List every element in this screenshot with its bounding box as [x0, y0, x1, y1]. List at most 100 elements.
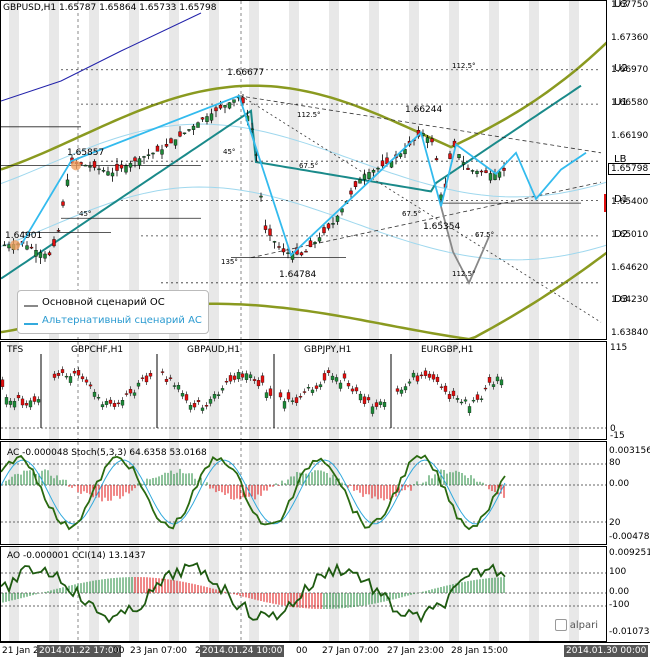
tfs-candle-bear	[124, 393, 129, 395]
session-band	[169, 1, 179, 339]
tfs-candle-bull	[491, 384, 496, 387]
ac-axis-tick: 20	[609, 518, 621, 528]
legend-alt-label: Альтернативный сценарий АС	[42, 315, 202, 326]
tfs-candle-bear	[314, 385, 319, 389]
tfs-candle-bear	[1, 379, 5, 387]
tfs-candle-bull	[378, 401, 383, 405]
angle-label: 45°	[223, 148, 236, 156]
ao-axis-tick: -100	[609, 600, 630, 610]
time-axis[interactable]: 21 Jan 2 2014.01.22 17:00 00 23 Jan 07:0…	[0, 642, 650, 661]
candle-bull	[146, 154, 151, 156]
ac-stoch-pane[interactable]: AC -0.000048 Stoch(5,3,3) 64.6358 53.016…	[0, 441, 607, 545]
candle-bear	[133, 157, 137, 162]
tfs-candle-bear	[164, 379, 169, 382]
session-band	[449, 342, 459, 439]
tfs-candle-bull	[495, 376, 500, 382]
candle-bear	[304, 250, 308, 253]
tfs-candle-bull	[236, 372, 241, 380]
tfs-candle-bull	[330, 375, 335, 380]
tfs-candle-bear	[451, 390, 456, 396]
angle-label: 67.5°	[475, 231, 495, 239]
tfs-candle-bear	[144, 375, 149, 383]
tfs-candle-bear	[435, 376, 440, 382]
tfs-candle-bear	[431, 374, 436, 380]
candle-bear	[308, 240, 313, 248]
tfs-candle-bull	[96, 397, 101, 399]
candle-bear	[268, 228, 272, 236]
session-band	[329, 442, 339, 544]
tfs-candle-bear	[439, 386, 444, 388]
candle-bull	[137, 158, 142, 166]
tfs-candle-bear	[443, 385, 448, 392]
tfs-candle-bear	[204, 405, 209, 407]
candle-bull	[110, 172, 115, 177]
tfs-candle-bull	[338, 382, 343, 389]
candle-bear	[466, 167, 470, 170]
price-chart-pane[interactable]: GBPUSD,H1 1.65787 1.65864 1.65733 1.6579…	[0, 0, 607, 340]
fan-line	[238, 95, 602, 154]
candle-bull	[160, 149, 164, 155]
candle-bull	[25, 245, 29, 250]
candle-bull	[97, 168, 101, 171]
tfs-candle-bear	[286, 392, 291, 400]
session-band	[409, 442, 419, 544]
tfs-candle-bear	[108, 399, 113, 404]
tfs-pair-label: GBPJPY,H1	[304, 345, 352, 355]
tfs-candle-bull	[264, 392, 269, 398]
session-band	[249, 342, 259, 439]
tfs-candle-bull	[403, 386, 408, 391]
price-axis-tick: 1.67360	[611, 32, 649, 43]
candle-bull	[83, 164, 88, 167]
pivot-marker	[71, 160, 81, 171]
tfs-axis-tick: -15	[610, 431, 625, 441]
stoch-main-line	[1, 454, 506, 531]
candle-bull	[376, 167, 380, 170]
tfs-candle-bear	[294, 397, 299, 403]
level-label-d2: D2	[614, 228, 629, 240]
session-band	[569, 342, 579, 439]
time-label: 27 Jan 23:00	[387, 646, 444, 656]
tfs-candle-bear	[20, 398, 25, 406]
level-label-d3: D3	[614, 294, 629, 306]
time-label: 00	[113, 646, 125, 656]
tfs-candle-bear	[366, 397, 371, 401]
tfs-candle-bear	[423, 370, 428, 376]
price-axis-tick: 1.66970	[611, 65, 649, 76]
tfs-candle-bull	[399, 389, 404, 394]
tfs-candle-bear	[80, 376, 85, 380]
tfs-pair-label: EURGBP,H1	[421, 345, 474, 355]
tfs-candle-bull	[220, 388, 225, 391]
candle-bull	[38, 252, 43, 258]
session-band	[289, 342, 299, 439]
tfs-pane[interactable]: TFS GBPCHF,H1 GBPAUD,H1 GBPJPY,H1 EURGBP…	[0, 341, 607, 440]
session-band	[409, 1, 419, 339]
level-label-d1: D1	[614, 193, 629, 205]
tfs-candle-bull	[248, 374, 253, 378]
tfs-axis: 115 0 -15	[607, 341, 650, 441]
candle-bull	[232, 99, 236, 103]
session-band	[329, 547, 339, 641]
alpari-logo: alpari	[554, 619, 598, 631]
ao-cci-svg	[1, 547, 606, 641]
tfs-candle-bear	[487, 377, 492, 383]
session-band	[369, 442, 379, 544]
candle-bull	[191, 125, 196, 130]
tfs-candle-bull	[104, 401, 109, 405]
candle-bear	[380, 160, 385, 167]
ao-cci-pane[interactable]: AO -0.000001 CCI(14) 13.1437 alpari	[0, 546, 607, 642]
tfs-candle-bull	[136, 382, 141, 387]
tfs-candle-bear	[88, 384, 93, 387]
tfs-candle-bear	[268, 388, 273, 396]
candle-bear	[479, 170, 484, 173]
candle-bear	[281, 248, 286, 253]
session-band	[329, 1, 339, 339]
session-band	[89, 342, 99, 439]
candle-bear	[164, 144, 169, 147]
price-axis-tick: 1.67750	[611, 0, 649, 10]
tfs-candle-bear	[32, 396, 37, 402]
session-band	[129, 442, 139, 544]
tfs-candle-bull	[290, 400, 295, 402]
logo-icon	[554, 619, 567, 631]
candle-bear	[115, 164, 119, 171]
